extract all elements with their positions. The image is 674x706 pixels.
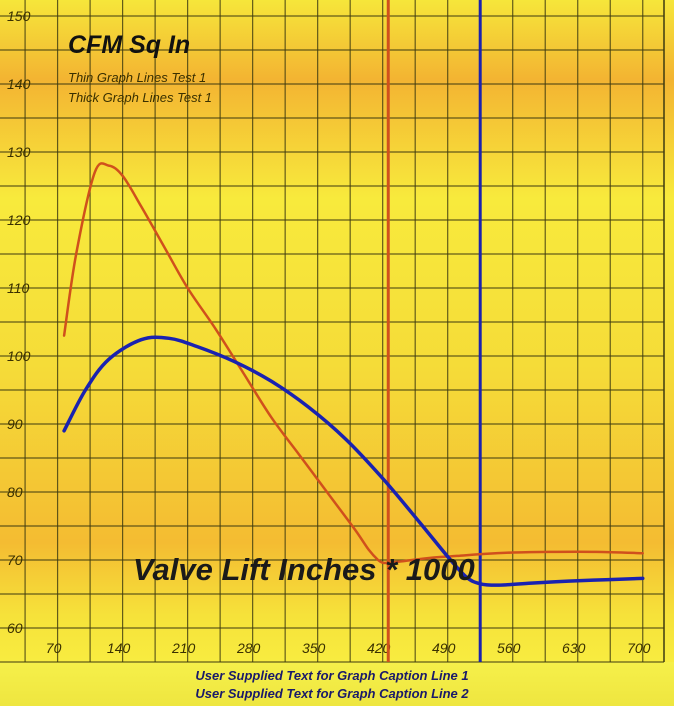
y-tick-label: 150 — [7, 8, 31, 24]
vertical-markers — [386, 0, 482, 662]
x-tick-label: 560 — [497, 640, 521, 656]
chart-title: CFM Sq In — [68, 31, 190, 59]
y-tick-label: 80 — [7, 484, 23, 500]
y-tick-label: 110 — [7, 280, 30, 296]
y-tick-label: 100 — [7, 348, 31, 364]
y-tick-label: 130 — [7, 144, 31, 160]
y-tick-label: 60 — [7, 620, 23, 636]
series-lines — [62, 162, 645, 587]
y-tick-label: 90 — [7, 416, 23, 432]
x-tick-label: 630 — [562, 640, 586, 656]
series-line-1 — [62, 162, 645, 565]
x-tick-label: 140 — [107, 640, 131, 656]
legend-entry-1: Thin Graph Lines Test 1 — [68, 70, 206, 85]
x-tick-label: 420 — [367, 640, 391, 656]
x-tick-label: 350 — [302, 640, 326, 656]
caption-line-1: User Supplied Text for Graph Caption Lin… — [195, 668, 468, 683]
legend-entry-2: Thick Graph Lines Test 1 — [68, 90, 212, 105]
x-tick-label: 490 — [432, 640, 456, 656]
series-line-2 — [62, 335, 645, 587]
x-tick-label: 700 — [627, 640, 651, 656]
tick-labels: 70 140 210 280 350 420 490 560 630 700 60 70 80 90 100… — [7, 8, 651, 656]
y-tick-label: 70 — [7, 552, 23, 568]
caption-background — [0, 662, 674, 706]
y-tick-label: 140 — [7, 76, 31, 92]
x-axis-label: Valve Lift Inches * 1000 — [133, 552, 475, 587]
x-tick-label: 210 — [171, 640, 196, 656]
y-tick-label: 120 — [7, 212, 31, 228]
x-tick-label: 70 — [46, 640, 62, 656]
caption-line-2: User Supplied Text for Graph Caption Lin… — [195, 686, 469, 701]
x-tick-label: 280 — [236, 640, 261, 656]
